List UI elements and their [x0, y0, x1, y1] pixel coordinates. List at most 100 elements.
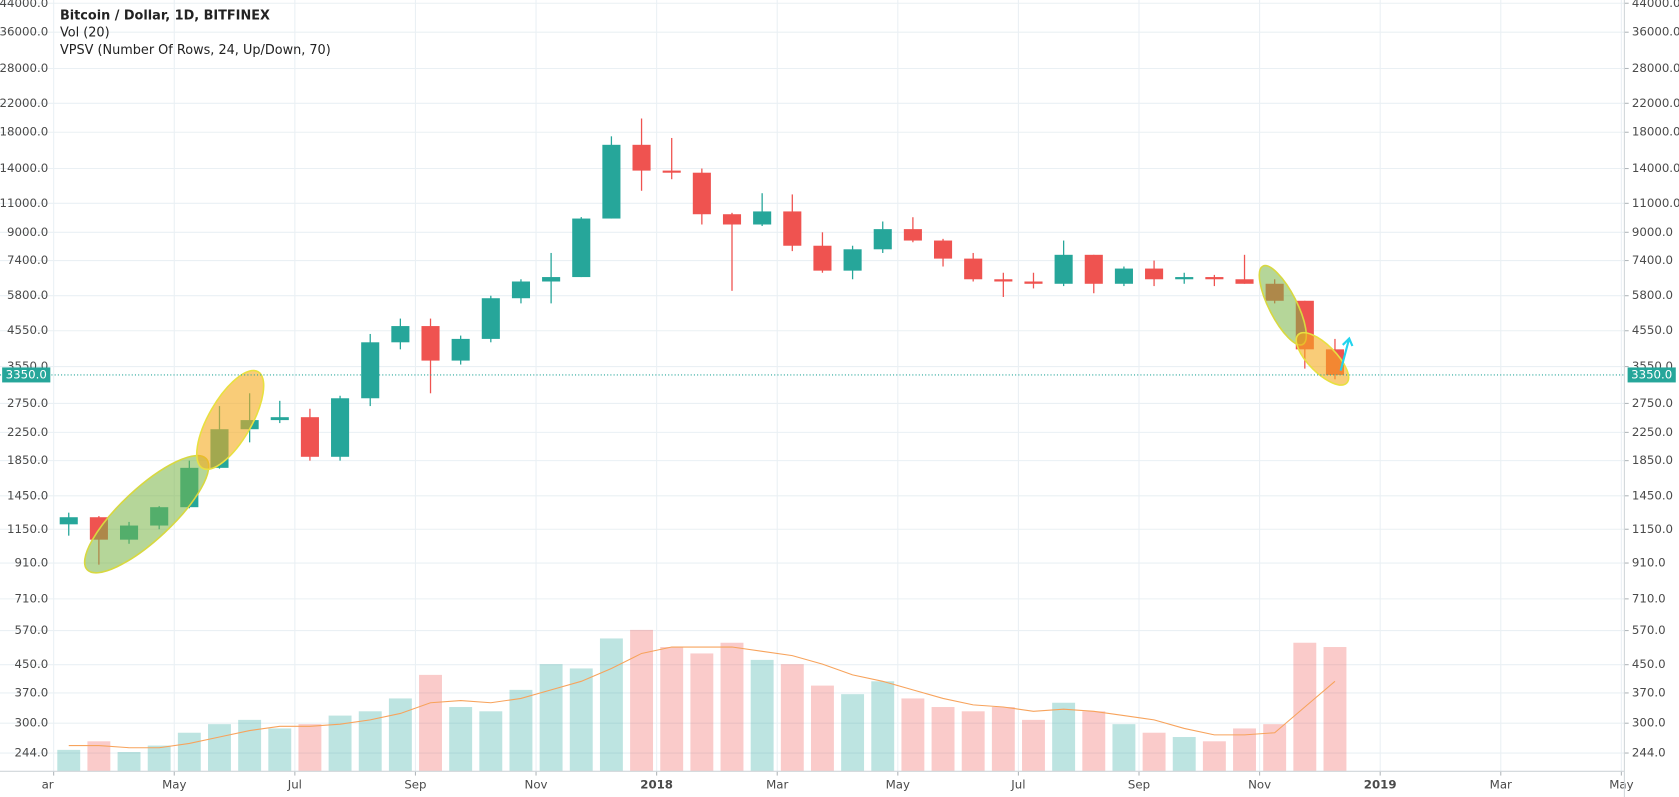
candle-body [391, 326, 410, 343]
highlight-ellipse [1295, 331, 1350, 386]
candle-body [1024, 281, 1043, 284]
volume-bar [1202, 741, 1226, 772]
volume-bar [931, 707, 955, 772]
x-tick-label: Mar [1490, 778, 1512, 792]
y-tick-label: 910.0 [1632, 556, 1666, 570]
legend-indicator: Vol (20) [60, 26, 110, 41]
y-tick-label: 14000.0 [0, 161, 48, 175]
volume-bar [750, 659, 774, 772]
y-tick-label: 18000.0 [1632, 125, 1679, 139]
candle-body [511, 281, 531, 299]
x-tick-label: Sep [404, 778, 426, 792]
candle-body [1114, 268, 1133, 284]
candle-body [300, 417, 319, 457]
candle-body [1084, 254, 1103, 284]
y-tick-label: 244.0 [1632, 746, 1666, 760]
volume-bar [961, 711, 985, 772]
y-tick-label: 36000.0 [0, 25, 48, 39]
y-tick-label: 2750.0 [7, 396, 48, 410]
candle-body [783, 211, 802, 246]
y-tick-label: 5800.0 [1632, 288, 1673, 302]
y-tick-label: 28000.0 [1632, 61, 1679, 75]
x-tick-label: Sep [1128, 778, 1150, 792]
candle-body [692, 172, 711, 215]
y-tick-label: 4550.0 [7, 323, 48, 337]
y-tick-label: 1450.0 [7, 488, 48, 502]
candle-body [1235, 279, 1254, 284]
y-tick-label: 9000.0 [7, 225, 48, 239]
volume-bar [1052, 702, 1076, 772]
x-tick-label: 2018 [640, 778, 673, 792]
x-tick-label: Mar [766, 778, 788, 792]
y-tick-label: 370.0 [15, 685, 49, 699]
volume-bar [599, 638, 623, 772]
candle-body [572, 218, 591, 278]
legend-indicator: VPSV (Number Of Rows, 24, Up/Down, 70) [60, 43, 331, 58]
y-tick-label: 710.0 [1632, 591, 1666, 605]
volume-bar [901, 698, 925, 772]
volume-bar [569, 668, 593, 772]
volume-bar [419, 674, 442, 772]
volume-bar [810, 685, 834, 772]
candle-body [813, 245, 832, 271]
candle-body [270, 417, 289, 421]
volume-bar [720, 642, 744, 772]
y-tick-label: 1850.0 [1632, 453, 1673, 467]
y-tick-label: 7400.0 [1632, 253, 1673, 267]
volume-bar [991, 707, 1015, 772]
x-tick-label: May [162, 778, 186, 792]
y-tick-label: 28000.0 [0, 61, 48, 75]
y-tick-label: 5800.0 [7, 288, 48, 302]
x-tick-label: Nov [1248, 778, 1271, 792]
y-tick-label: 300.0 [1632, 716, 1666, 730]
volume-bar [87, 741, 111, 772]
x-tick-label: 2019 [1364, 778, 1397, 792]
volume-bar [1172, 737, 1196, 772]
y-tick-label: 22000.0 [1632, 96, 1679, 110]
legend-title: Bitcoin / Dollar, 1D, BITFINEX [60, 9, 270, 24]
candle-body [361, 342, 380, 399]
volume-bar [630, 629, 654, 772]
volume-bar [1263, 724, 1287, 772]
volume-bar [509, 689, 533, 772]
price-marker [2, 367, 51, 383]
volume-bar [479, 711, 503, 772]
candle-body [662, 170, 681, 173]
volume-bar [328, 715, 352, 772]
y-tick-label: 9000.0 [1632, 225, 1673, 239]
y-tick-label: 2250.0 [7, 425, 48, 439]
volume-bar [117, 752, 141, 772]
volume-bar [539, 664, 563, 772]
candle-body [964, 258, 983, 280]
volume-bar [208, 724, 231, 772]
y-tick-label: 14000.0 [1632, 161, 1679, 175]
x-tick-label: ar [42, 778, 54, 792]
y-tick-label: 450.0 [1632, 657, 1666, 671]
y-tick-label: 2250.0 [1632, 425, 1673, 439]
candle-body [632, 144, 651, 171]
y-tick-label: 4550.0 [1632, 323, 1673, 337]
y-tick-label: 370.0 [1632, 685, 1666, 699]
volume-bar [871, 681, 895, 772]
y-tick-label: 300.0 [15, 716, 49, 730]
volume-bar [268, 728, 292, 772]
price-label: 3350.0 [1631, 367, 1672, 381]
volume-ma-line [68, 646, 1336, 749]
candle-body [1054, 254, 1073, 284]
y-tick-label: 2750.0 [1632, 396, 1673, 410]
y-tick-label: 11000.0 [1632, 196, 1679, 210]
candle-body [873, 229, 892, 250]
candle-body [933, 240, 953, 259]
candle-body [722, 214, 742, 225]
volume-bar [388, 698, 412, 772]
volume-bar [841, 694, 865, 772]
candle-body [753, 211, 772, 225]
volume-bar [1323, 647, 1347, 772]
y-tick-label: 710.0 [15, 591, 49, 605]
candle-body [1175, 277, 1194, 280]
y-tick-label: 450.0 [15, 657, 49, 671]
volume-bar [690, 653, 714, 772]
volume-bar [298, 724, 322, 772]
